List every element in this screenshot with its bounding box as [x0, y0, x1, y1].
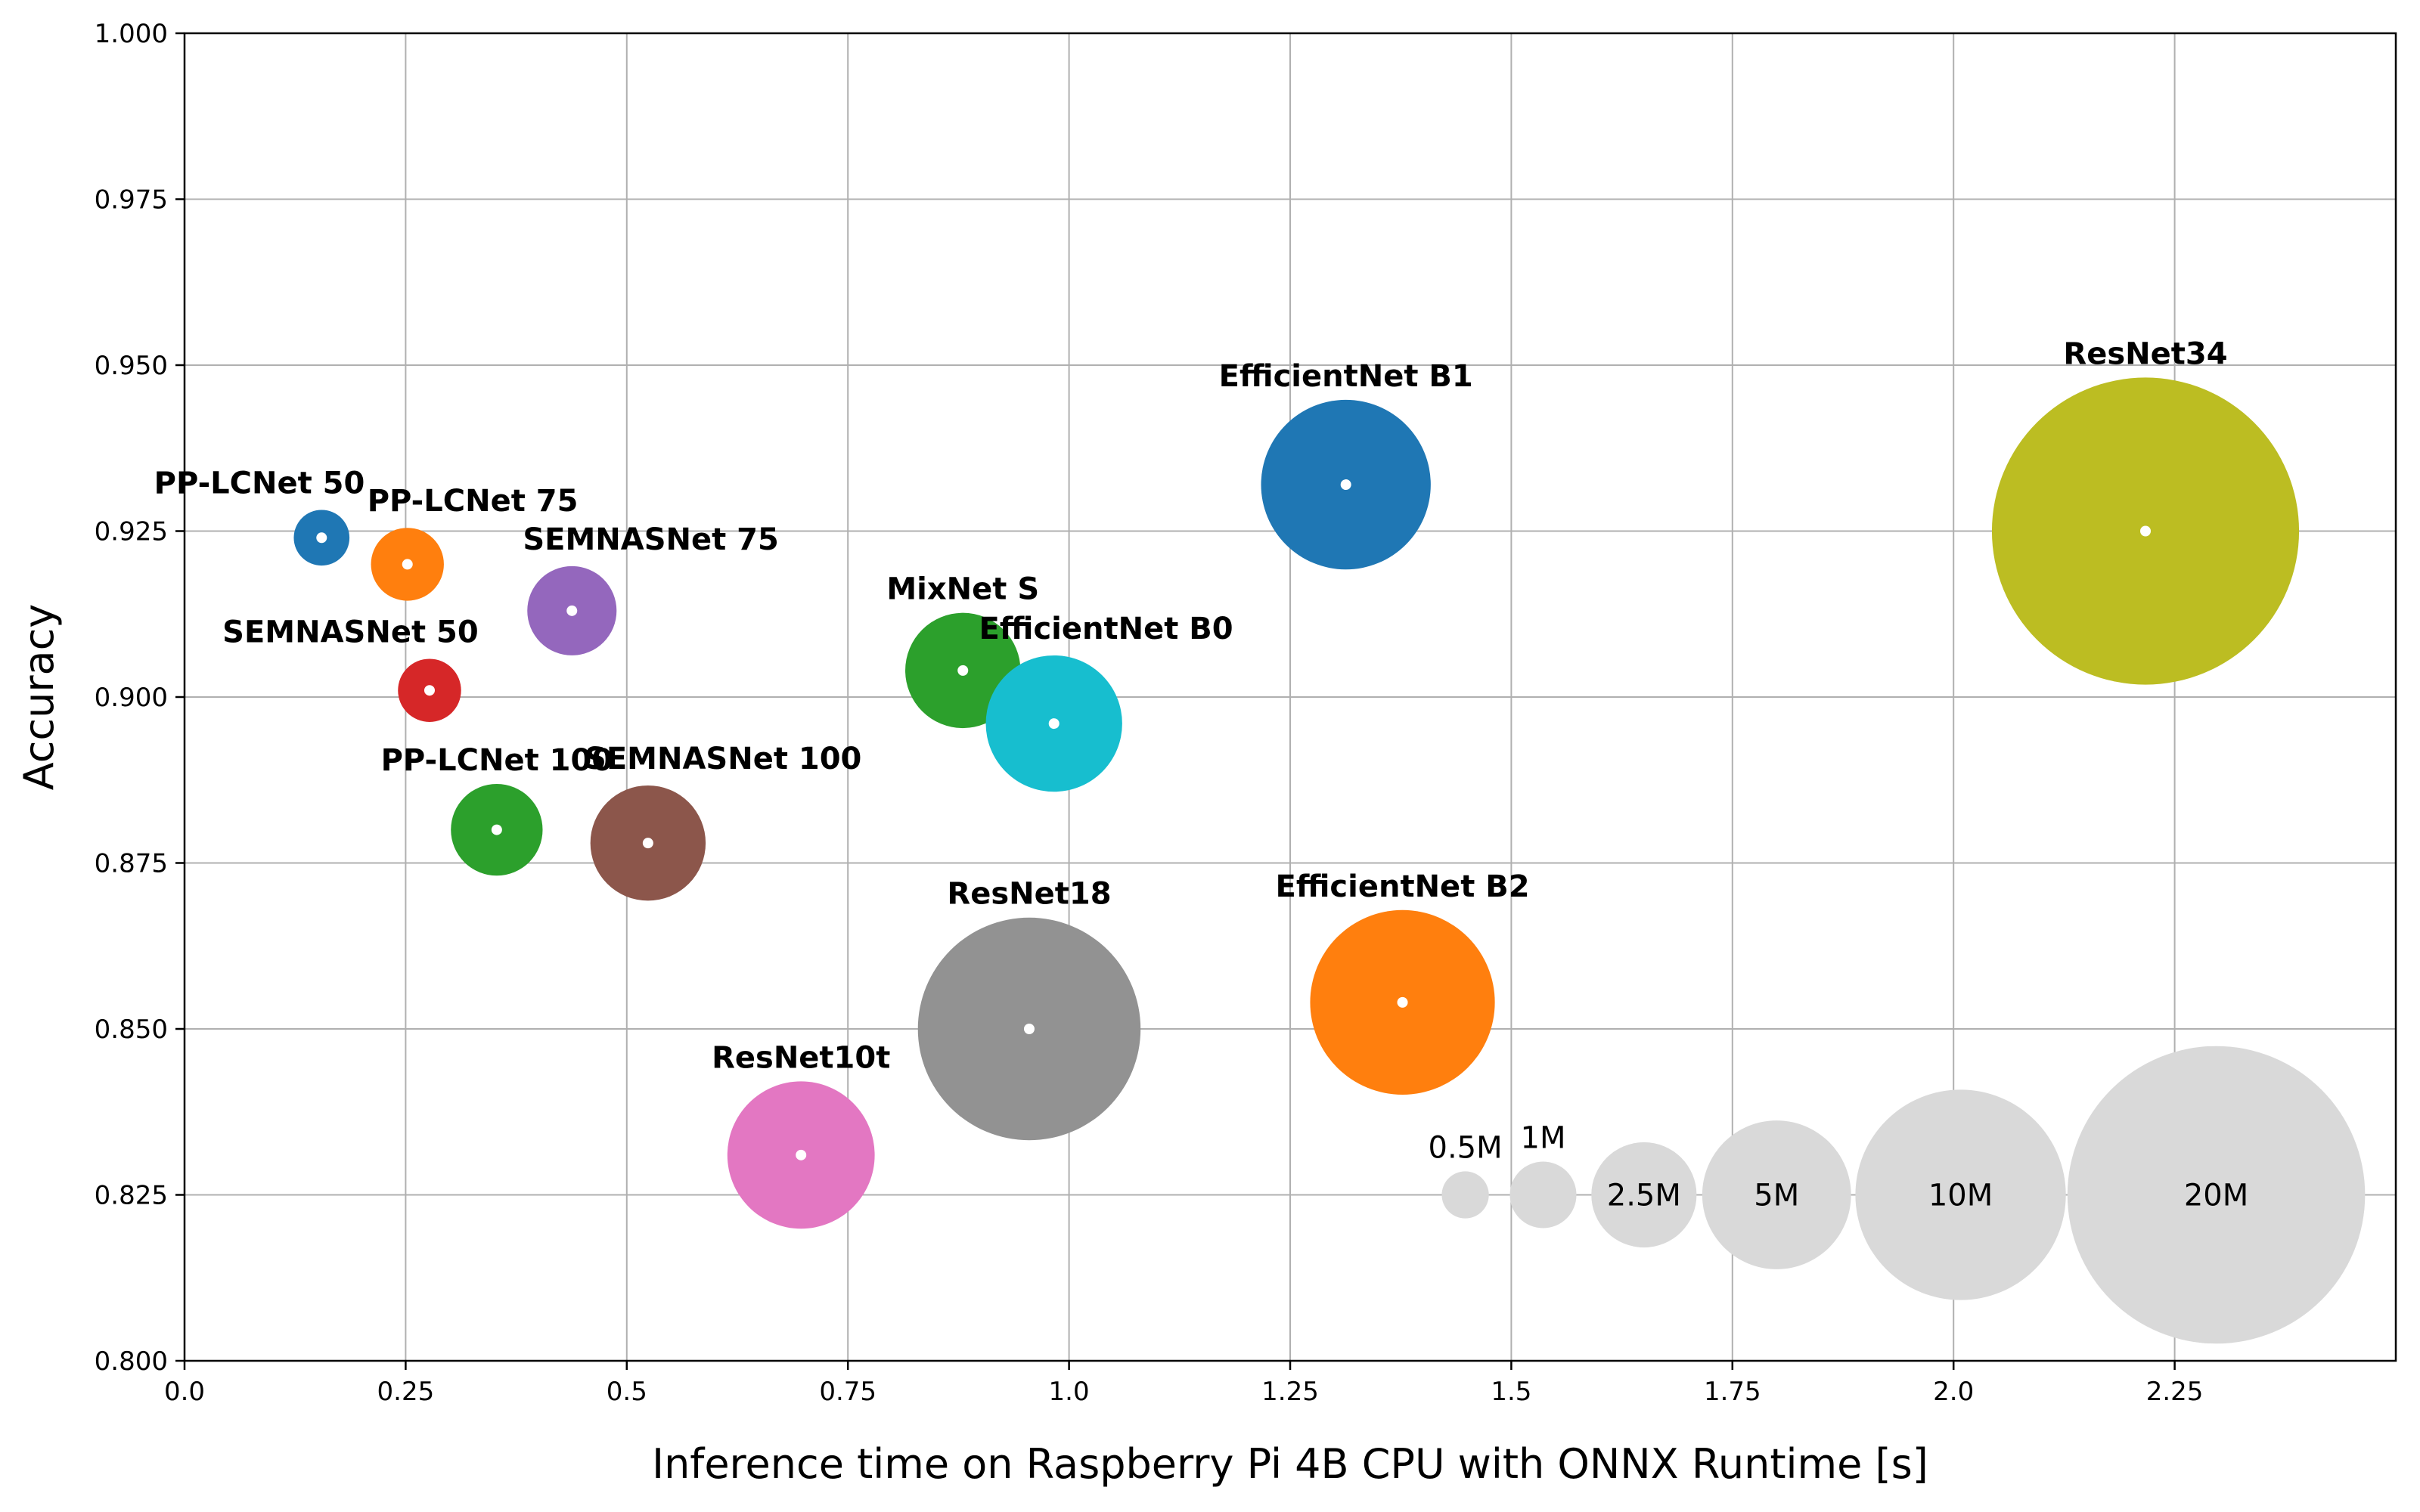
y-tick-label: 1.000: [95, 19, 168, 49]
x-tick-label: 0.0: [164, 1377, 205, 1407]
x-tick-label: 1.25: [1261, 1377, 1319, 1407]
y-tick-label: 0.800: [95, 1346, 168, 1377]
x-axis-title: Inference time on Raspberry Pi 4B CPU wi…: [652, 1440, 1928, 1488]
bubble-label: SEMNASNet 50: [222, 615, 479, 649]
y-tick-label: 0.850: [95, 1015, 168, 1045]
bubble-center-dot: [2140, 525, 2152, 537]
size-legend-circle: [1441, 1171, 1489, 1219]
x-tick-label: 1.0: [1049, 1377, 1090, 1407]
bubble-label: ResNet34: [2063, 336, 2227, 371]
size-legend-label: 10M: [1928, 1179, 1993, 1213]
size-legend-label: 1M: [1521, 1121, 1566, 1156]
bubble-center-dot: [1048, 718, 1060, 730]
bubble-center-dot: [1397, 996, 1408, 1008]
y-tick-label: 0.925: [95, 517, 168, 547]
bubble-label: ResNet10t: [712, 1040, 890, 1075]
x-tick-label: 1.75: [1704, 1377, 1761, 1407]
bubble-center-dot: [642, 838, 653, 849]
bubble-center-dot: [566, 605, 578, 616]
size-legend-label: 5M: [1754, 1179, 1799, 1213]
y-tick-label: 0.825: [95, 1181, 168, 1211]
x-tick-label: 2.0: [1933, 1377, 1974, 1407]
bubble-label: PP-LCNet 75: [368, 484, 579, 519]
y-tick-label: 0.975: [95, 185, 168, 215]
y-tick-label: 0.900: [95, 683, 168, 713]
bubble-label: SEMNASNet 100: [585, 742, 861, 776]
x-tick-label: 2.25: [2146, 1377, 2204, 1407]
bubble-center-dot: [402, 559, 413, 570]
y-tick-label: 0.875: [95, 849, 168, 879]
y-tick-label: 0.950: [95, 351, 168, 381]
bubble-label: EfficientNet B1: [1219, 359, 1473, 394]
size-legend-label: 20M: [2184, 1179, 2248, 1213]
size-legend-circle: [1702, 1120, 1851, 1269]
size-legend: 0.5M 1M 2.5M 5M 10M 20M: [1429, 1046, 2366, 1344]
size-legend-circle: [1855, 1089, 2066, 1300]
x-tick-label: 0.5: [607, 1377, 647, 1407]
size-legend-label: 0.5M: [1429, 1130, 1503, 1165]
x-tick-label: 1.5: [1491, 1377, 1531, 1407]
y-axis-title: Accuracy: [15, 604, 63, 791]
bubble-label: PP-LCNet 50: [154, 466, 365, 500]
size-legend-label: 2.5M: [1607, 1179, 1681, 1213]
bubble-label: SEMNASNet 75: [523, 522, 779, 557]
bubble-center-dot: [796, 1149, 807, 1160]
bubble-center-dot: [1340, 479, 1351, 491]
bubble-label: EfficientNet B2: [1276, 869, 1530, 904]
bubble-label: MixNet S: [886, 572, 1039, 607]
bubble-center-dot: [424, 685, 435, 696]
data-bubbles: [293, 377, 2300, 1229]
size-legend-circle: [1591, 1142, 1697, 1248]
size-legend-circle: [1509, 1161, 1577, 1228]
size-legend-circle: [2067, 1046, 2366, 1344]
bubble-label: EfficientNet B0: [979, 612, 1233, 646]
x-tick-label: 0.75: [819, 1377, 876, 1407]
bubble-center-dot: [491, 824, 502, 835]
bubble-label: ResNet18: [947, 877, 1111, 912]
bubble-center-dot: [1023, 1024, 1035, 1034]
bubble-center-dot: [957, 665, 969, 676]
x-tick-label: 0.25: [377, 1377, 435, 1407]
bubble-label: PP-LCNet 100: [381, 743, 613, 778]
bubble-center-dot: [316, 532, 327, 544]
axis-ticks: 0.0 0.25 0.5 0.75 1.0 1.25 1.5 1.75 2.0 2.25 0.800…: [95, 19, 2204, 1407]
